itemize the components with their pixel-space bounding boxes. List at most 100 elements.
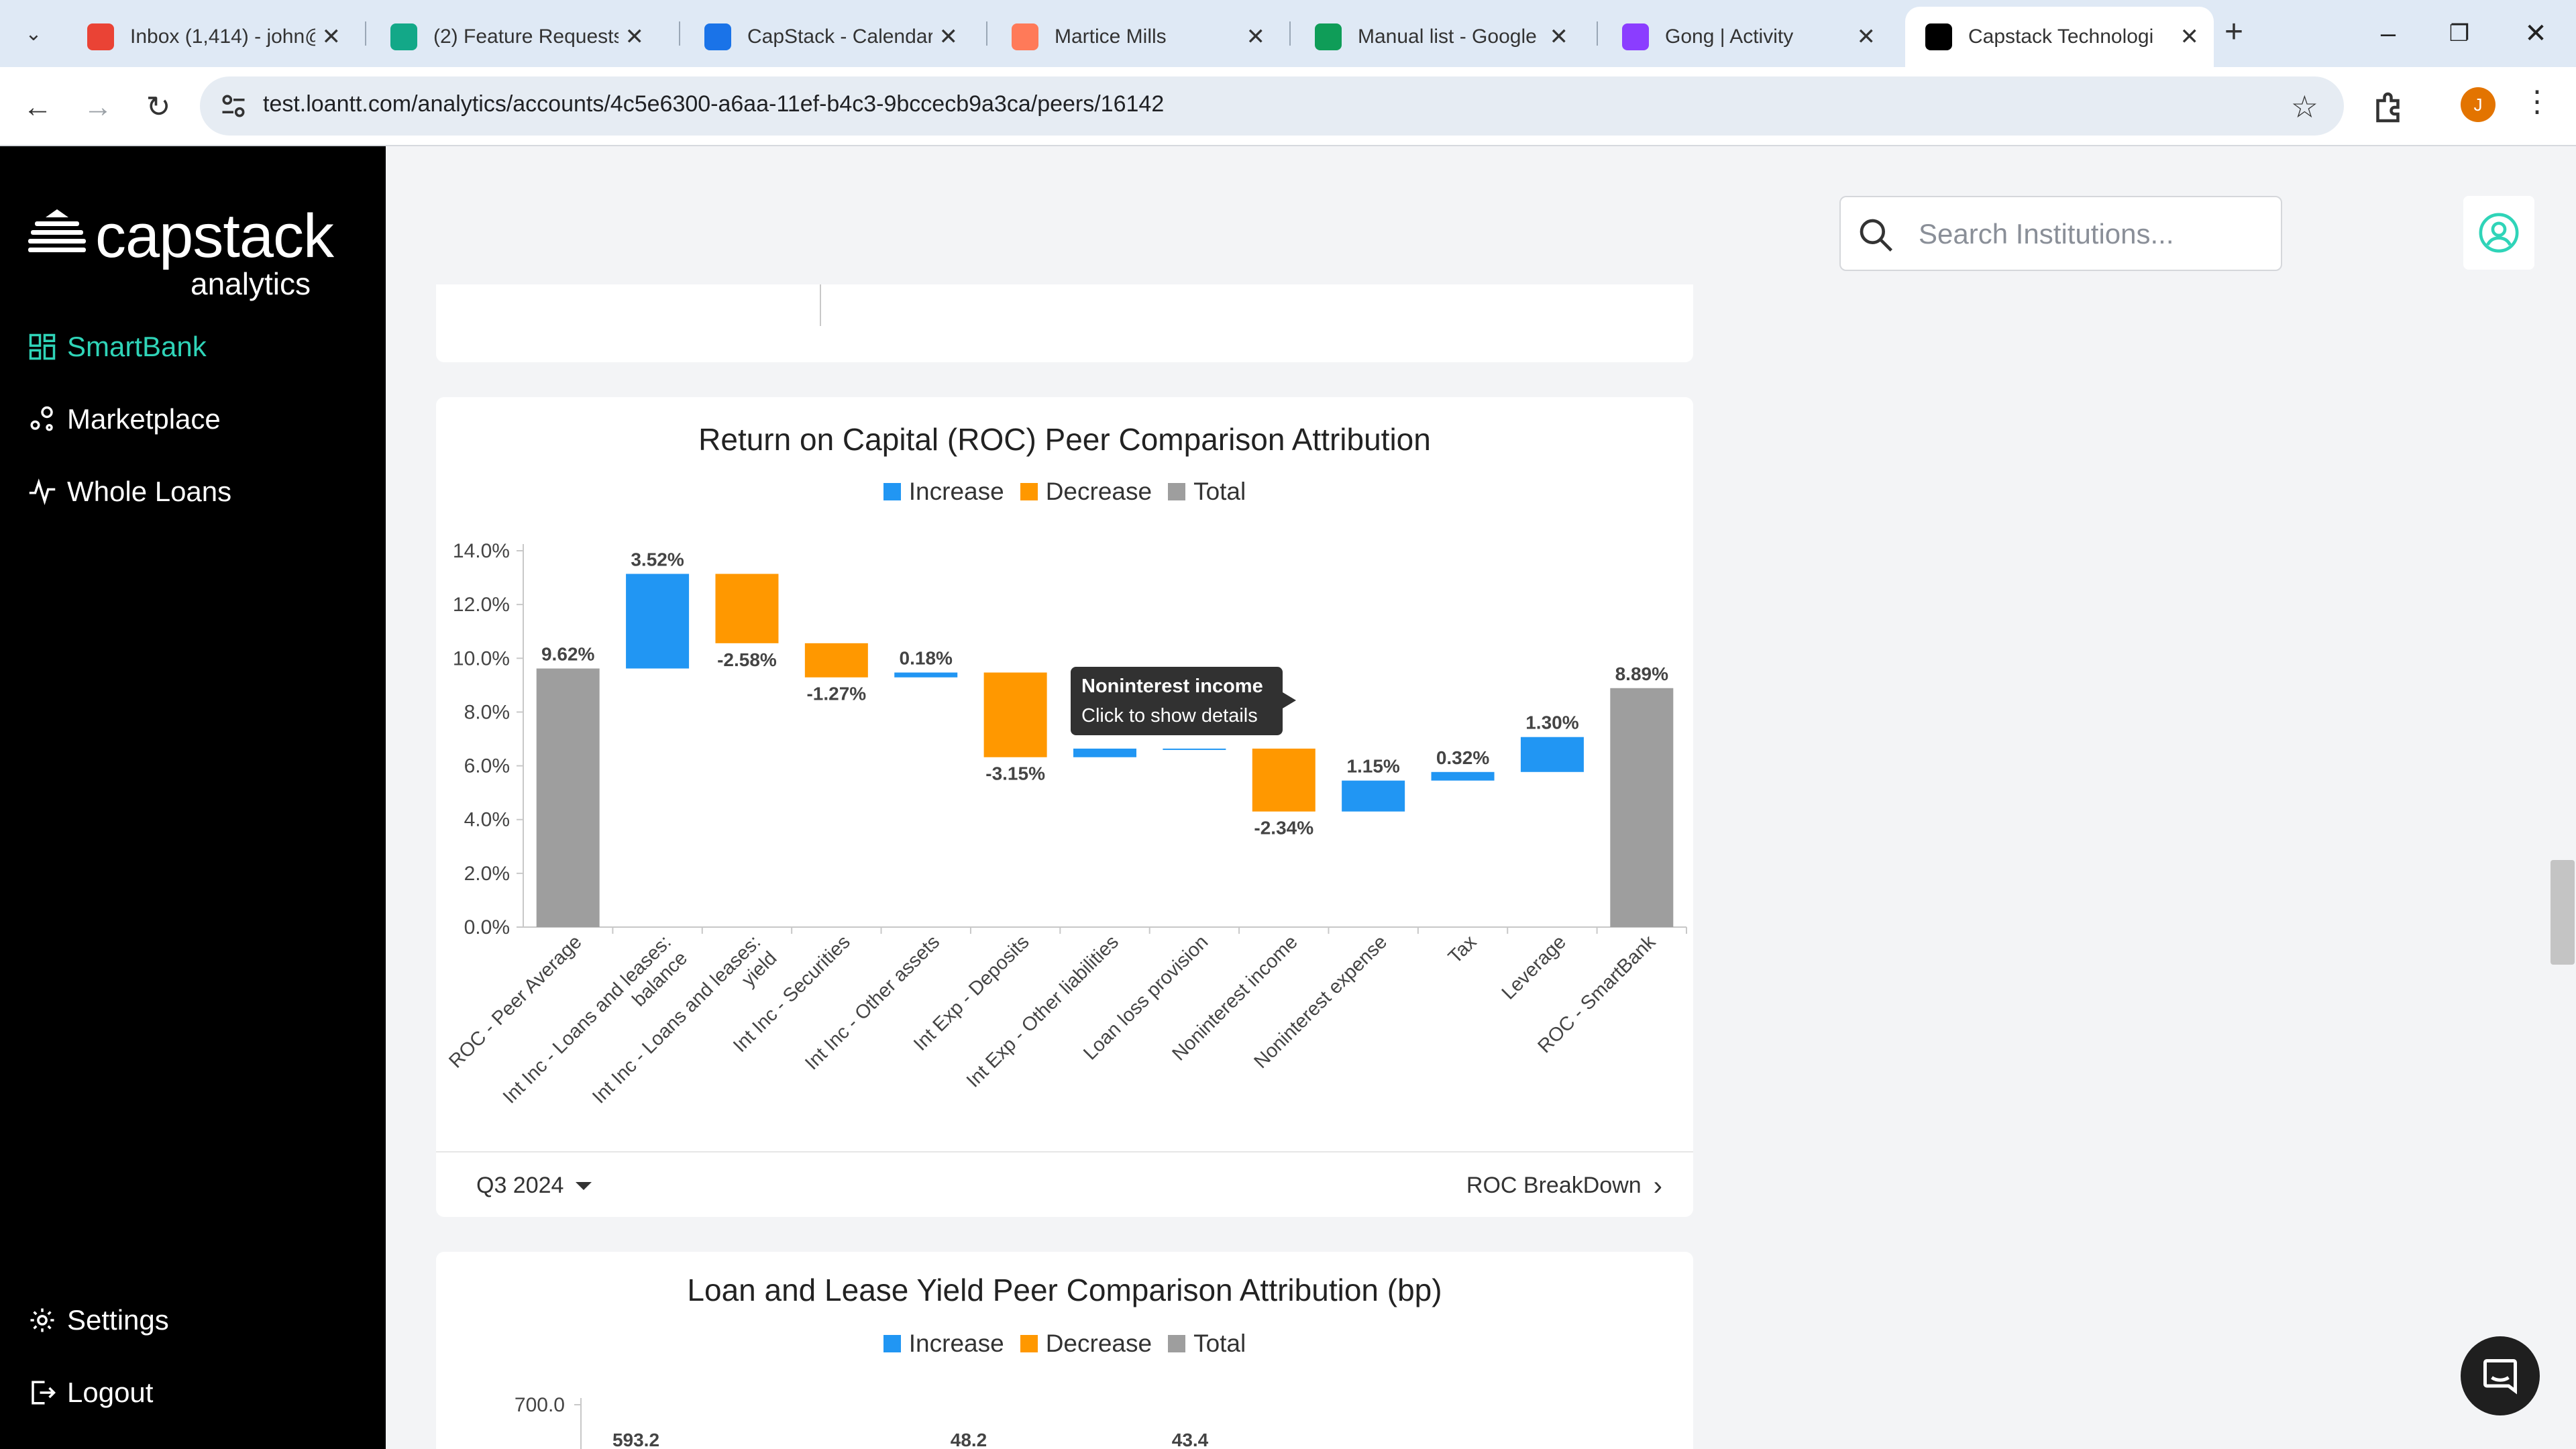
sheets-icon xyxy=(1315,23,1342,50)
browser-tab[interactable]: Gong | Activity ✕ xyxy=(1602,7,1890,67)
nav-smartbank[interactable]: SmartBank xyxy=(28,331,207,363)
user-account-button[interactable] xyxy=(2463,196,2534,270)
close-tab-icon[interactable]: ✕ xyxy=(2180,24,2200,50)
restore-icon[interactable]: ❐ xyxy=(2449,21,2470,46)
caret-down-icon xyxy=(576,1181,592,1190)
browser-toolbar: ← → ↻ test.loantt.com/analytics/accounts… xyxy=(0,67,2576,146)
browser-tab[interactable]: Inbox (1,414) - john@ ✕ xyxy=(67,7,356,67)
brand-name: capstack xyxy=(95,202,334,270)
browser-tab[interactable]: Martice Mills ✕ xyxy=(991,7,1280,67)
yield-legend-total[interactable]: Total xyxy=(1168,1330,1246,1358)
period-select-value: Q3 2024 xyxy=(476,1173,564,1198)
yield-legend-decrease[interactable]: Decrease xyxy=(1020,1330,1152,1358)
tooltip-pointer xyxy=(1283,692,1296,708)
calendar-icon xyxy=(704,23,731,50)
data-label: -2.58% xyxy=(717,649,777,670)
bar-decrease[interactable] xyxy=(715,574,779,643)
site-settings-icon[interactable] xyxy=(219,91,248,121)
yield-legend-increase-label: Increase xyxy=(908,1330,1004,1357)
chart-tooltip: Noninterest income Click to show details xyxy=(1071,667,1296,735)
bar-total[interactable] xyxy=(1610,688,1674,927)
minimize-icon[interactable]: – xyxy=(2380,19,2396,48)
yield-legend-decrease-swatch xyxy=(1020,1335,1038,1352)
browser-tab-title: (2) Feature Requests xyxy=(433,25,619,48)
bar-decrease[interactable] xyxy=(804,643,868,678)
x-category-label: Leverage xyxy=(1498,931,1570,1004)
extensions-puzzle-icon[interactable] xyxy=(2369,87,2410,127)
data-label: -1.27% xyxy=(806,684,866,704)
data-label: 0.18% xyxy=(900,648,953,669)
profile-avatar[interactable]: J xyxy=(2461,87,2496,122)
nav-smartbank-label: SmartBank xyxy=(67,331,207,362)
close-tab-icon[interactable]: ✕ xyxy=(1549,24,1569,50)
legend-total[interactable]: Total xyxy=(1168,478,1246,506)
legend-increase[interactable]: Increase xyxy=(883,478,1004,506)
tab-separator xyxy=(679,21,680,46)
y-tick-label: 8.0% xyxy=(464,701,510,723)
forward-button[interactable]: → xyxy=(83,91,113,123)
x-category-text: Leverage xyxy=(1498,931,1570,1004)
close-tab-icon[interactable]: ✕ xyxy=(625,24,645,50)
tooltip-title: Noninterest income xyxy=(1081,676,1263,697)
bar-decrease[interactable] xyxy=(1252,748,1316,812)
x-category-text: Tax xyxy=(1444,931,1481,968)
institution-search[interactable] xyxy=(1839,196,2282,271)
nav-whole-loans[interactable]: Whole Loans xyxy=(28,476,231,508)
tab-separator xyxy=(365,21,366,46)
roc-breakdown-link[interactable]: ROC BreakDown › xyxy=(1466,1173,1662,1199)
back-button[interactable]: ← xyxy=(23,91,52,123)
bar-increase[interactable] xyxy=(626,574,690,669)
browser-tab[interactable]: CapStack - Calendar ✕ xyxy=(684,7,973,67)
browser-tab[interactable]: Manual list - Google ✕ xyxy=(1295,7,1583,67)
close-tab-icon[interactable]: ✕ xyxy=(1856,24,1876,50)
chat-launcher-button[interactable] xyxy=(2461,1336,2540,1415)
x-category-text: Int Exp - Other liabilities xyxy=(963,931,1123,1091)
bar-total[interactable] xyxy=(536,668,600,927)
nav-logout[interactable]: Logout xyxy=(28,1377,153,1409)
yield-legend-increase[interactable]: Increase xyxy=(883,1330,1004,1358)
data-label: 1.15% xyxy=(1346,756,1399,777)
x-category-label: Tax xyxy=(1444,931,1481,968)
address-bar[interactable]: test.loantt.com/analytics/accounts/4c5e6… xyxy=(200,76,2344,136)
roc-card-footer: Q3 2024 ROC BreakDown › xyxy=(436,1151,1693,1217)
browser-menu-icon[interactable]: ⋮ xyxy=(2522,85,2552,118)
bar-increase[interactable] xyxy=(1520,737,1584,772)
roc-attribution-card: Return on Capital (ROC) Peer Comparison … xyxy=(436,397,1693,1217)
browser-tab[interactable]: Capstack Technologi ✕ xyxy=(1905,7,2214,67)
legend-total-label: Total xyxy=(1193,478,1246,505)
nav-settings[interactable]: Settings xyxy=(28,1304,169,1336)
bar-increase[interactable] xyxy=(1342,780,1405,812)
bar-increase[interactable] xyxy=(894,672,958,678)
bar-increase[interactable] xyxy=(1431,771,1495,781)
legend-increase-swatch xyxy=(883,483,901,500)
new-tab-button[interactable]: + xyxy=(2224,14,2244,50)
marketplace-icon xyxy=(30,406,53,431)
yield-data-label: 593.2 xyxy=(612,1430,659,1449)
data-label: -3.15% xyxy=(985,763,1045,784)
tooltip-text: Click to show details xyxy=(1081,705,1258,727)
gmail-icon xyxy=(87,23,114,50)
page-scrollbar-thumb[interactable] xyxy=(2551,860,2575,965)
bar-increase[interactable] xyxy=(1163,748,1226,750)
browser-tab-title: Capstack Technologi xyxy=(1968,25,2154,48)
roc-chart-title: Return on Capital (ROC) Peer Comparison … xyxy=(698,422,1431,457)
legend-total-swatch xyxy=(1168,483,1186,500)
bookmark-star-icon[interactable]: ☆ xyxy=(2290,89,2318,124)
bar-decrease[interactable] xyxy=(983,672,1047,757)
yield-chart-title: Loan and Lease Yield Peer Comparison Att… xyxy=(687,1273,1442,1307)
y-tick-label: 6.0% xyxy=(464,755,510,777)
reload-button[interactable]: ↻ xyxy=(146,91,171,123)
tab-search-button[interactable]: ⌄ xyxy=(25,22,42,45)
gear-icon xyxy=(30,1308,54,1332)
close-tab-icon[interactable]: ✕ xyxy=(938,24,959,50)
bar-increase[interactable] xyxy=(1073,748,1136,757)
close-tab-icon[interactable]: ✕ xyxy=(1246,24,1266,50)
legend-decrease[interactable]: Decrease xyxy=(1020,478,1152,506)
close-tab-icon[interactable]: ✕ xyxy=(321,24,341,50)
yield-attribution-card: Loan and Lease Yield Peer Comparison Att… xyxy=(436,1252,1693,1449)
search-input[interactable] xyxy=(1919,213,2267,255)
browser-tab[interactable]: (2) Feature Requests ✕ xyxy=(370,7,659,67)
nav-marketplace[interactable]: Marketplace xyxy=(28,403,221,435)
period-select[interactable]: Q3 2024 xyxy=(476,1173,592,1199)
close-window-icon[interactable]: ✕ xyxy=(2524,19,2547,48)
